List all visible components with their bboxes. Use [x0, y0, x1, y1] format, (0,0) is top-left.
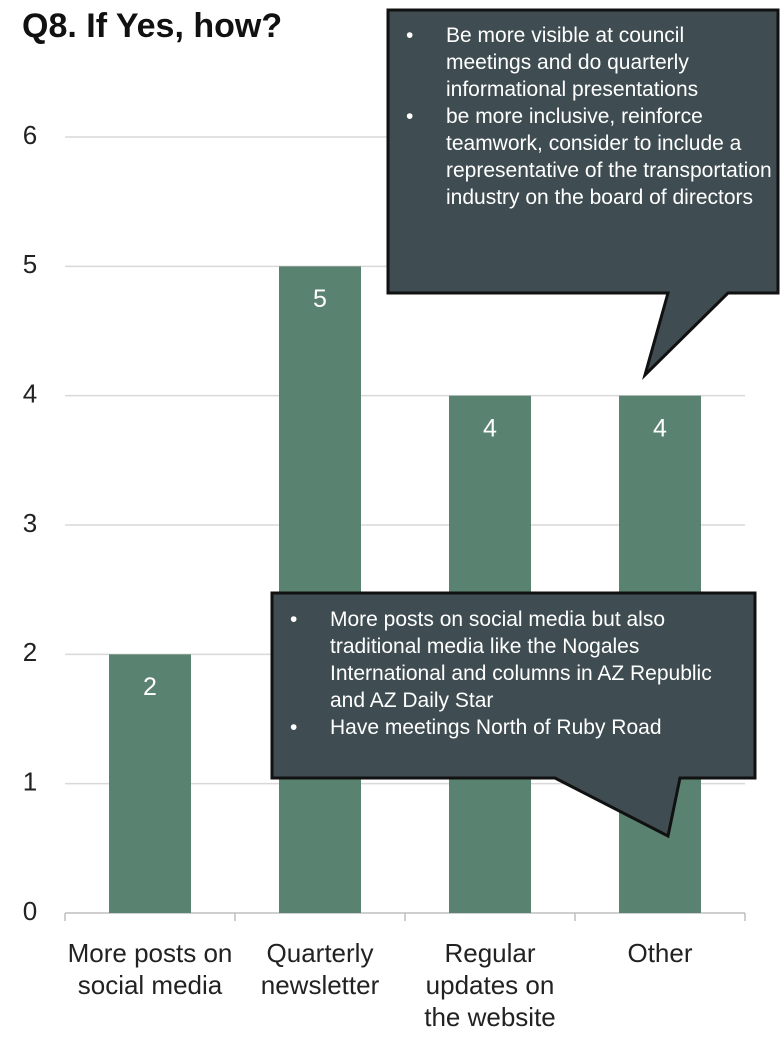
y-tick-label: 3 — [23, 508, 37, 538]
y-tick-label: 0 — [23, 896, 37, 926]
callout: More posts on social media but also trad… — [272, 606, 742, 741]
x-tick-label: Other — [627, 938, 693, 968]
callout-item: More posts on social media but also trad… — [290, 606, 742, 714]
data-label: 5 — [313, 285, 327, 313]
y-tick-label: 6 — [23, 120, 37, 150]
x-tick-label: Regular updates on the website — [424, 938, 556, 1032]
x-tick-label: More posts on social media — [67, 938, 233, 1000]
y-tick-label: 4 — [23, 379, 37, 409]
bar — [279, 266, 361, 913]
y-tick-label: 1 — [23, 767, 37, 797]
data-label: 2 — [143, 673, 157, 701]
chart-title: Q8. If Yes, how? — [22, 7, 282, 45]
y-tick-label: 2 — [23, 637, 37, 667]
y-tick-label: 5 — [23, 249, 37, 279]
data-label: 4 — [653, 414, 667, 442]
data-label: 4 — [483, 414, 497, 442]
x-tick-label: Quarterly newsletter — [260, 938, 380, 1000]
callout-item: Be more visible at council meetings and … — [406, 22, 773, 103]
bar — [109, 654, 191, 913]
callout: Be more visible at council meetings and … — [388, 22, 773, 211]
callout-item: be more inclusive, reinforce teamwork, c… — [406, 103, 773, 211]
callout-item: Have meetings North of Ruby Road — [290, 714, 742, 741]
